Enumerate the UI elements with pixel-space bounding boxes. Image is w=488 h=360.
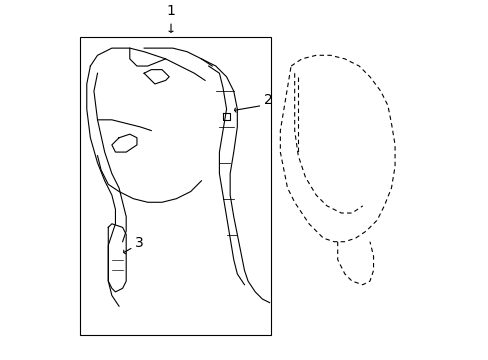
Text: 2: 2	[264, 93, 272, 107]
Bar	[80, 37, 271, 335]
Text: 3: 3	[135, 237, 143, 251]
Text: 1: 1	[166, 4, 175, 18]
